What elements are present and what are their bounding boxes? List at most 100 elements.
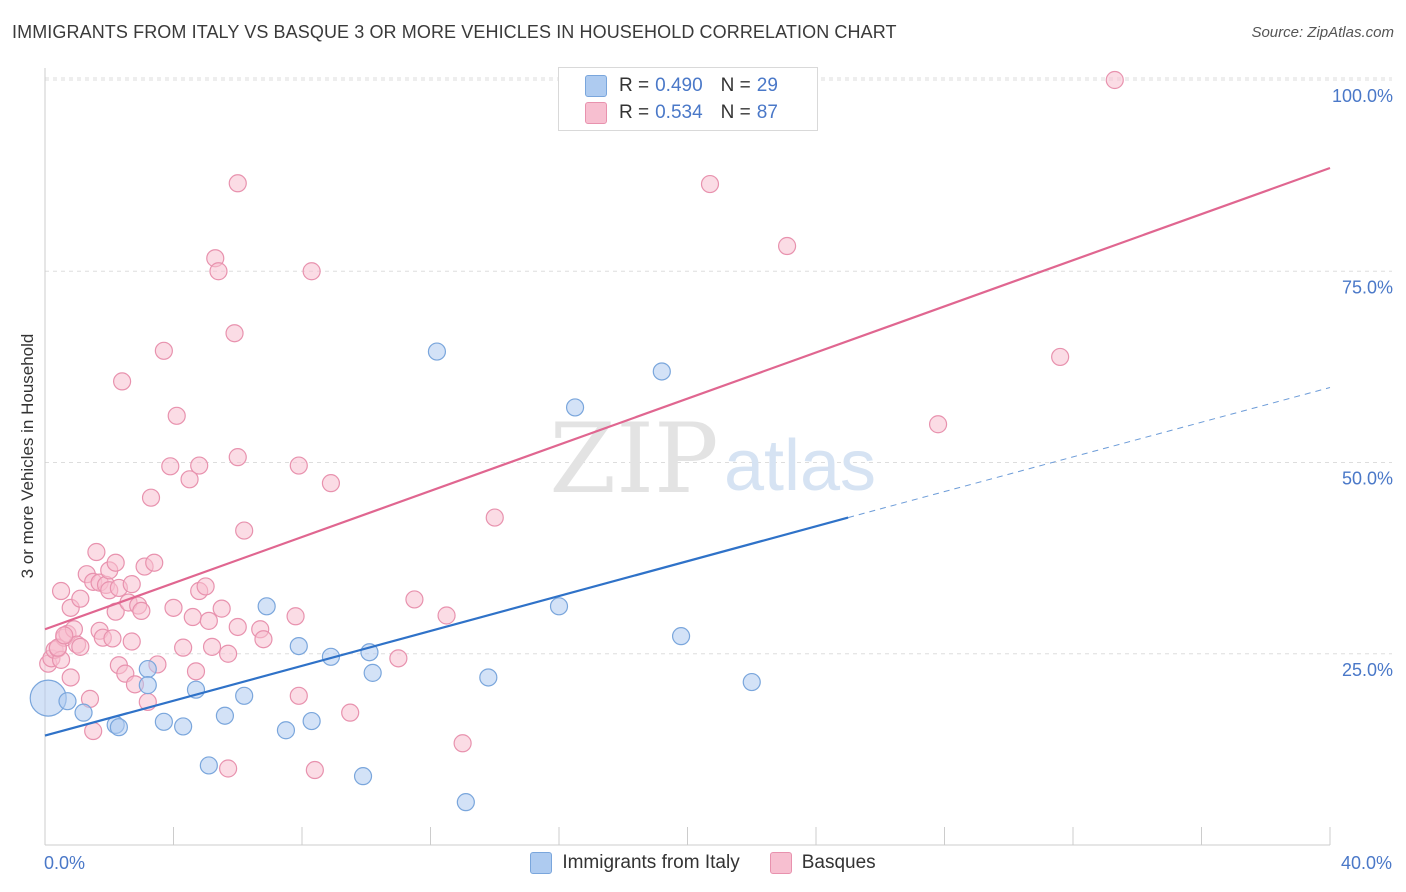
basques-point — [183, 607, 202, 627]
basques-point — [254, 630, 273, 649]
italy-point — [109, 718, 128, 737]
n-label: N = — [720, 75, 751, 96]
basques-point — [219, 759, 238, 778]
basques-point — [1105, 70, 1124, 90]
watermark-atlas: atlas — [724, 426, 876, 506]
correlation-legend: R = 0.490 N = 29 R = 0.534 N = 87 — [558, 67, 818, 131]
basques-point — [154, 341, 173, 360]
basques-point — [164, 598, 183, 617]
basques-point — [405, 590, 424, 609]
basques-trend-line — [44, 166, 1331, 631]
basques-point — [106, 553, 125, 572]
italy-point — [215, 706, 234, 725]
basques-legend-label: Basques — [801, 852, 876, 873]
basques-point — [341, 703, 360, 722]
r-label: R = — [619, 102, 650, 123]
italy-point — [138, 676, 157, 695]
grid-lines — [45, 77, 1392, 655]
basques-point — [453, 734, 472, 753]
basques-point — [55, 626, 74, 645]
basques-point — [228, 174, 247, 193]
italy-point — [257, 597, 276, 616]
basques-point — [305, 760, 324, 780]
r-value: 0.534 — [655, 102, 703, 123]
basques-point — [196, 577, 215, 596]
basques-point — [51, 581, 71, 601]
basques-point — [389, 649, 408, 668]
basques-point — [61, 668, 80, 687]
basques-point — [302, 262, 321, 281]
y-tick-labels: 25.0% 50.0% 75.0% 100.0% — [1332, 86, 1393, 680]
basques-point — [174, 638, 193, 657]
n-value: 87 — [756, 102, 778, 123]
chart-title: IMMIGRANTS FROM ITALY VS BASQUE 3 OR MOR… — [12, 22, 897, 42]
italy-point — [74, 703, 93, 722]
italy-swatch — [585, 75, 607, 97]
italy-point — [353, 767, 373, 786]
italy-point — [289, 636, 308, 656]
italy-trend-line — [44, 516, 849, 737]
basques-point — [186, 662, 206, 681]
n-value: 29 — [756, 75, 778, 96]
basques-point — [199, 611, 218, 630]
basques-point — [122, 575, 141, 594]
basques-point — [235, 521, 254, 540]
basques-point — [228, 617, 247, 637]
basques-point — [190, 456, 209, 475]
basques-legend-swatch — [769, 852, 792, 874]
basques-point — [437, 606, 456, 625]
x-tick-min: 0.0% — [44, 853, 86, 873]
italy-point — [671, 627, 691, 646]
italy-point — [742, 672, 761, 692]
italy-point — [276, 721, 296, 740]
y-tick-label: 100.0% — [1332, 86, 1393, 106]
y-tick-label: 50.0% — [1342, 469, 1393, 489]
watermark-zip: ZIP — [549, 403, 718, 515]
italy-point — [363, 663, 382, 682]
italy-point — [427, 342, 447, 361]
legend-item-basques[interactable]: Basques — [769, 852, 876, 874]
basques-point — [289, 456, 308, 475]
basques-point — [180, 470, 199, 489]
basques-point — [219, 644, 238, 663]
italy-legend-swatch — [530, 852, 553, 874]
italy-point — [235, 686, 254, 705]
x-tick-max: 40.0% — [1340, 853, 1392, 873]
basques-point — [145, 553, 164, 572]
basques-point — [122, 632, 141, 651]
basques-point — [228, 448, 247, 467]
italy-trend-extension — [847, 387, 1331, 519]
basques-point — [700, 174, 720, 194]
italy-points — [29, 342, 761, 812]
basques-point — [202, 637, 222, 656]
basques-point — [928, 415, 948, 434]
italy-point — [199, 756, 218, 775]
trend-lines — [44, 166, 1331, 737]
basques-swatch — [585, 102, 607, 124]
italy-legend-label: Immigrants from Italy — [562, 852, 740, 873]
italy-point — [479, 668, 498, 687]
italy-point — [174, 717, 193, 736]
chart-source: Source: ZipAtlas.com — [1251, 24, 1394, 41]
basques-point — [212, 599, 231, 618]
y-tick-label: 75.0% — [1342, 277, 1393, 297]
basques-point — [209, 262, 228, 281]
basques-point — [225, 324, 244, 343]
italy-point — [652, 362, 671, 381]
legend-row-italy: R = 0.490 N = 29 — [585, 74, 796, 98]
basques-point — [103, 629, 122, 648]
italy-point — [302, 711, 321, 731]
legend-row-basques: R = 0.534 N = 87 — [585, 101, 796, 125]
italy-point — [58, 692, 77, 711]
r-value: 0.490 — [655, 75, 703, 96]
italy-point — [456, 793, 475, 812]
basques-point — [87, 542, 106, 562]
basques-point — [71, 589, 90, 608]
basques-point — [777, 236, 797, 256]
basques-point — [161, 457, 180, 476]
basques-point — [485, 508, 504, 527]
legend-item-italy[interactable]: Immigrants from Italy — [530, 852, 740, 874]
basques-point — [141, 488, 161, 507]
basques-point — [1051, 347, 1070, 367]
